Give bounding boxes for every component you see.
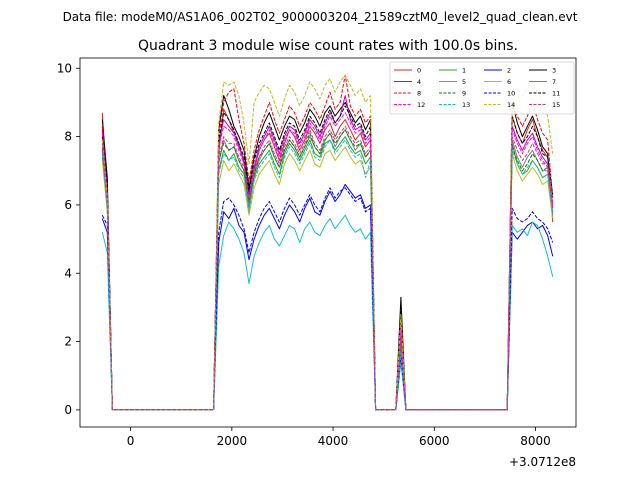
legend-label-2: 2 — [507, 67, 511, 75]
x-tick-label: 4000 — [318, 434, 349, 448]
x-tick-label: 6000 — [419, 434, 450, 448]
legend-box — [389, 61, 575, 115]
y-tick-label: 8 — [64, 130, 72, 144]
legend-label-13: 13 — [462, 101, 470, 109]
legend-label-14: 14 — [507, 101, 515, 109]
x-tick-label: 8000 — [520, 434, 551, 448]
legend-label-12: 12 — [417, 101, 425, 109]
series-line-11 — [101, 105, 554, 411]
figure-suptitle: Data file: modeM0/AS1A06_002T02_90000032… — [63, 10, 578, 24]
y-tick-label: 4 — [64, 266, 72, 280]
series-layer — [101, 74, 554, 411]
y-tick-label: 6 — [64, 198, 72, 212]
chart-title: Quadrant 3 module wise count rates with … — [138, 38, 518, 54]
legend-label-7: 7 — [552, 78, 556, 86]
y-tick-label: 10 — [57, 61, 72, 75]
legend-label-10: 10 — [507, 90, 515, 98]
legend-label-8: 8 — [417, 90, 421, 98]
x-offset-label: +3.0712e8 — [509, 455, 576, 469]
legend-label-11: 11 — [552, 90, 560, 98]
y-tick-label: 0 — [64, 403, 72, 417]
legend-label-15: 15 — [552, 101, 560, 109]
legend-label-4: 4 — [417, 78, 421, 86]
legend-label-6: 6 — [507, 78, 511, 86]
legend-label-3: 3 — [552, 67, 556, 75]
legend-label-9: 9 — [462, 90, 466, 98]
plot-frame — [79, 57, 577, 428]
x-tick-label: 2000 — [217, 434, 248, 448]
series-line-10 — [101, 187, 554, 411]
legend-label-1: 1 — [462, 67, 466, 75]
legend-label-5: 5 — [462, 78, 466, 86]
y-tick-label: 2 — [64, 335, 72, 349]
series-line-15 — [101, 125, 554, 411]
x-tick-label: 0 — [127, 434, 135, 448]
legend-label-0: 0 — [417, 67, 421, 75]
